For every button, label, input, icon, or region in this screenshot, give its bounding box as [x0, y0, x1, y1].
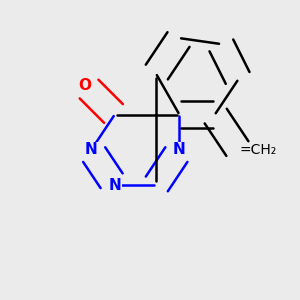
Text: N: N: [85, 142, 98, 158]
Text: N: N: [108, 178, 121, 193]
Text: =CH₂: =CH₂: [240, 143, 277, 157]
Text: N: N: [173, 142, 186, 158]
Text: O: O: [79, 78, 92, 93]
